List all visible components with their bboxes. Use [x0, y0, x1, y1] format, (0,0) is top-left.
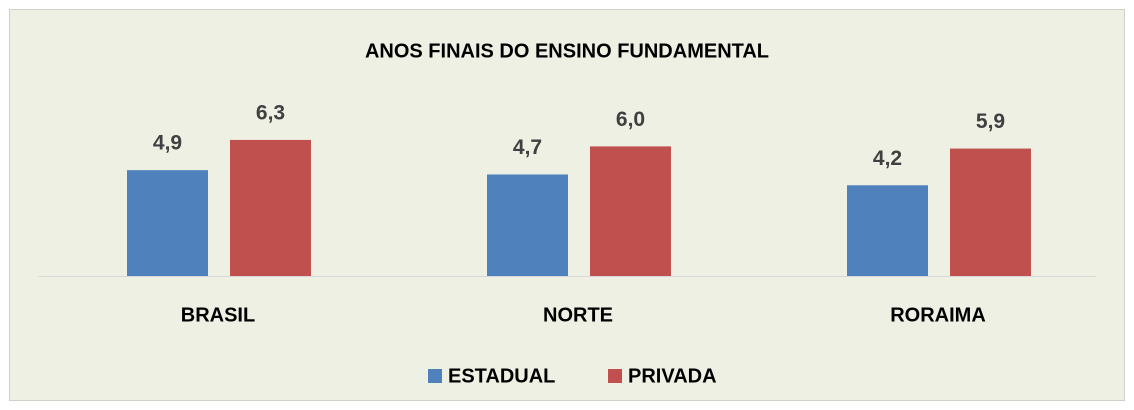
bar — [590, 146, 671, 276]
x-tick-label: RORAIMA — [890, 304, 986, 326]
x-tick-label: BRASIL — [181, 304, 255, 326]
data-label: 6,3 — [256, 101, 285, 124]
legend-label: ESTADUAL — [448, 365, 555, 387]
data-label: 5,9 — [976, 110, 1005, 133]
data-label: 6,0 — [616, 108, 645, 131]
legend-swatch — [428, 369, 442, 383]
x-tick-label: NORTE — [543, 304, 613, 326]
data-label: 4,9 — [153, 132, 182, 155]
legend-label: PRIVADA — [628, 365, 717, 387]
data-label: 4,7 — [513, 136, 542, 159]
bar — [230, 139, 311, 276]
data-label: 4,2 — [873, 147, 902, 170]
chart-title: ANOS FINAIS DO ENSINO FUNDAMENTAL — [365, 40, 769, 62]
bar — [487, 174, 568, 276]
legend-swatch — [608, 369, 622, 383]
bar — [847, 185, 928, 276]
bar — [127, 170, 208, 276]
bar — [950, 148, 1031, 276]
